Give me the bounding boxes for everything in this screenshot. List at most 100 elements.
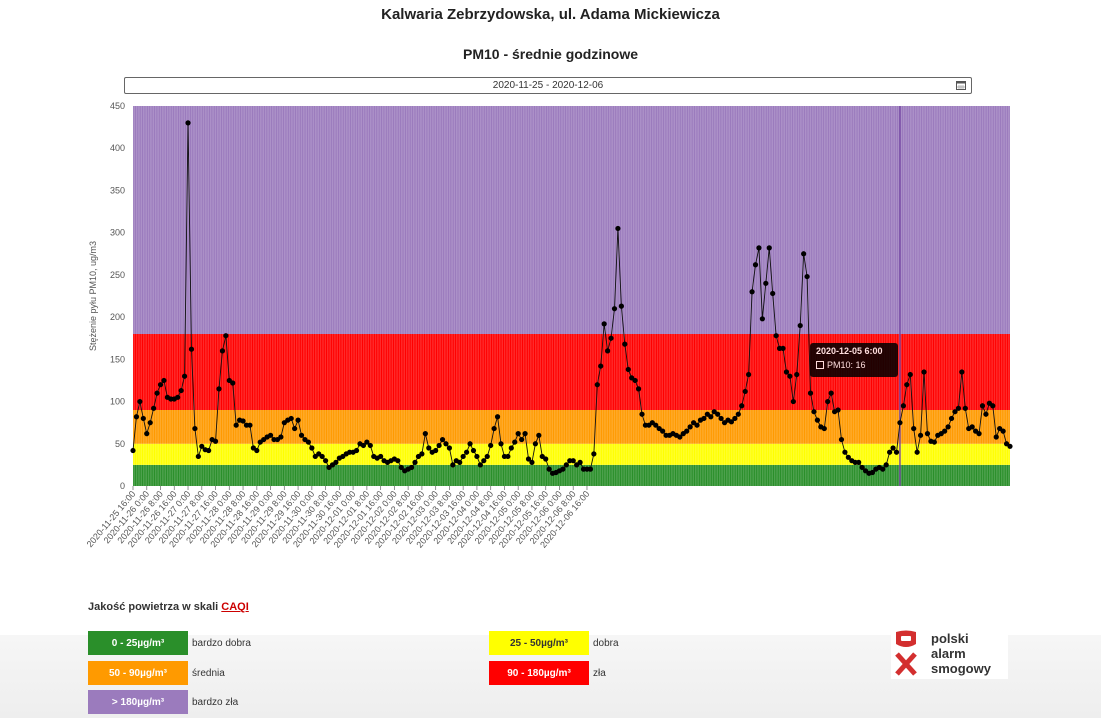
data-point[interactable] <box>828 390 834 396</box>
data-point[interactable] <box>433 447 439 454</box>
data-point[interactable] <box>219 348 226 354</box>
data-point[interactable] <box>322 458 329 464</box>
data-point[interactable] <box>505 453 511 460</box>
data-point[interactable] <box>185 120 191 126</box>
data-point[interactable] <box>439 436 446 443</box>
data-point[interactable] <box>192 425 198 432</box>
data-point[interactable] <box>470 447 477 454</box>
data-point[interactable] <box>990 403 996 409</box>
data-point[interactable] <box>962 405 968 411</box>
data-point[interactable] <box>911 425 917 432</box>
data-point[interactable] <box>1000 428 1006 434</box>
data-point[interactable] <box>212 438 219 444</box>
data-point[interactable] <box>154 390 160 396</box>
data-point[interactable] <box>856 459 862 465</box>
data-point[interactable] <box>137 398 143 405</box>
data-point[interactable] <box>288 415 294 422</box>
data-point[interactable] <box>591 451 597 457</box>
data-point[interactable] <box>739 403 745 409</box>
data-point[interactable] <box>474 453 480 460</box>
data-point[interactable] <box>508 445 514 451</box>
data-point[interactable] <box>979 403 986 409</box>
data-point[interactable] <box>529 459 535 465</box>
data-point[interactable] <box>494 414 501 420</box>
data-point[interactable] <box>216 386 222 392</box>
data-point[interactable] <box>360 442 367 449</box>
data-point[interactable] <box>467 441 473 447</box>
data-point[interactable] <box>900 403 906 409</box>
data-point[interactable] <box>708 414 714 420</box>
data-point[interactable] <box>412 459 418 465</box>
data-point[interactable] <box>780 345 786 351</box>
data-point[interactable] <box>825 398 831 405</box>
data-point[interactable] <box>887 449 893 455</box>
data-point[interactable] <box>969 424 975 430</box>
data-point[interactable] <box>718 415 724 422</box>
data-point[interactable] <box>766 245 772 251</box>
data-point[interactable] <box>715 411 721 417</box>
data-point[interactable] <box>240 418 246 424</box>
data-point[interactable] <box>732 415 738 422</box>
data-point[interactable] <box>464 449 470 455</box>
data-point[interactable] <box>687 424 693 430</box>
data-point[interactable] <box>178 387 184 394</box>
data-point[interactable] <box>838 436 845 443</box>
data-point[interactable] <box>543 456 549 462</box>
data-point[interactable] <box>752 262 759 268</box>
data-point[interactable] <box>223 333 229 339</box>
data-point[interactable] <box>611 306 618 312</box>
data-point[interactable] <box>694 422 700 428</box>
data-point[interactable] <box>525 456 532 462</box>
data-point[interactable] <box>948 415 955 422</box>
data-point[interactable] <box>199 443 205 449</box>
data-point[interactable] <box>446 445 453 451</box>
data-point[interactable] <box>814 417 821 423</box>
data-point[interactable] <box>230 380 236 386</box>
data-point[interactable] <box>577 459 583 465</box>
data-point[interactable] <box>797 322 803 329</box>
data-point[interactable] <box>295 417 301 423</box>
data-point[interactable] <box>763 280 769 286</box>
data-point[interactable] <box>319 453 325 460</box>
data-point[interactable] <box>133 414 140 420</box>
data-point[interactable] <box>457 459 463 465</box>
data-point[interactable] <box>635 386 642 392</box>
data-point[interactable] <box>309 445 315 451</box>
data-point[interactable] <box>436 442 442 449</box>
data-point[interactable] <box>983 411 989 417</box>
data-point[interactable] <box>880 466 886 472</box>
data-point[interactable] <box>278 434 284 440</box>
data-point[interactable] <box>140 415 146 422</box>
data-point[interactable] <box>398 464 404 471</box>
data-point[interactable] <box>519 436 525 443</box>
data-point[interactable] <box>770 290 776 297</box>
data-point[interactable] <box>632 377 638 384</box>
data-point[interactable] <box>144 431 150 437</box>
data-point[interactable] <box>914 449 920 455</box>
data-point[interactable] <box>419 451 425 457</box>
data-point[interactable] <box>993 434 999 440</box>
data-point[interactable] <box>955 405 962 411</box>
data-point[interactable] <box>859 464 865 471</box>
data-point[interactable] <box>161 377 167 384</box>
data-point[interactable] <box>408 464 415 471</box>
data-point[interactable] <box>945 424 951 430</box>
data-point[interactable] <box>952 409 958 415</box>
data-point[interactable] <box>749 289 755 295</box>
data-point[interactable] <box>811 409 817 415</box>
data-point[interactable] <box>807 390 814 396</box>
data-point[interactable] <box>147 420 153 426</box>
data-point[interactable] <box>869 469 876 476</box>
data-point[interactable] <box>821 425 827 432</box>
data-point[interactable] <box>746 371 752 378</box>
data-point[interactable] <box>298 432 305 438</box>
data-point[interactable] <box>728 419 735 425</box>
data-point[interactable] <box>175 394 181 400</box>
data-point[interactable] <box>735 411 741 417</box>
data-point[interactable] <box>625 366 631 373</box>
data-point[interactable] <box>618 303 624 309</box>
data-point[interactable] <box>267 432 274 438</box>
date-range-picker[interactable]: 2020-11-25 - 2020-12-06 <box>124 77 972 94</box>
data-point[interactable] <box>904 382 910 388</box>
data-point[interactable] <box>254 447 260 454</box>
